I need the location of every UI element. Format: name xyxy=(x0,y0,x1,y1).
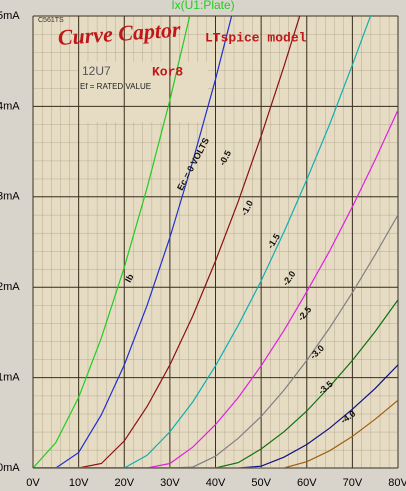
y-tick-label: 1mA xyxy=(0,372,20,384)
x-tick-label: 50V xyxy=(251,477,271,489)
label-box xyxy=(78,62,208,122)
x-tick-label: 20V xyxy=(114,477,134,489)
x-tick-label: 40V xyxy=(206,477,226,489)
series-line xyxy=(33,109,398,468)
x-tick-label: 70V xyxy=(343,477,363,489)
series-line xyxy=(33,399,398,468)
series-line xyxy=(33,364,398,468)
series-line xyxy=(33,16,191,468)
x-tick-label: 60V xyxy=(297,477,317,489)
x-tick-label: 30V xyxy=(160,477,180,489)
series-line xyxy=(33,16,372,468)
annotation: Kor8 xyxy=(152,64,183,79)
x-tick-label: 0V xyxy=(26,477,40,489)
series-line xyxy=(33,16,233,468)
y-tick-label: 2mA xyxy=(0,281,20,293)
y-tick-label: 4mA xyxy=(0,100,20,112)
y-tick-label: 3mA xyxy=(0,191,20,203)
y-tick-label: 0mA xyxy=(0,462,20,474)
x-tick-label: 80V xyxy=(388,477,406,489)
plot-lines xyxy=(33,16,398,468)
series-line xyxy=(33,214,398,468)
series-line xyxy=(33,16,301,468)
annotation: LTspice model xyxy=(205,30,307,45)
x-tick-label: 10V xyxy=(69,477,89,489)
y-tick-label: 5mA xyxy=(0,10,20,22)
annotation: Ef = RATED VALUE xyxy=(80,82,151,91)
annotation: 12U7 xyxy=(82,64,111,78)
annotation: C561TS xyxy=(38,17,64,24)
chart-title: Ix(U1:Plate) xyxy=(171,0,234,12)
series-line xyxy=(33,299,398,468)
